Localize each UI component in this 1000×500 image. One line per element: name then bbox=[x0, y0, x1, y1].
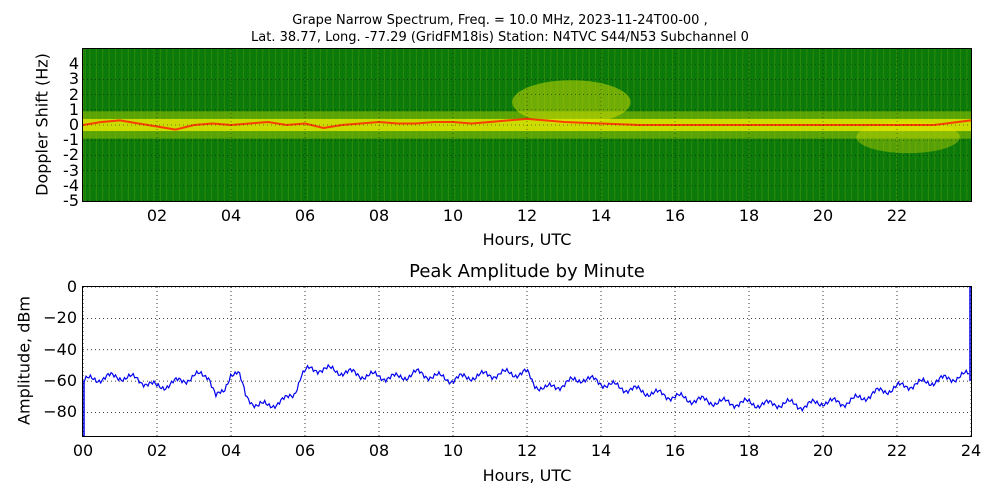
spectrogram-spread-region bbox=[512, 80, 631, 125]
spectrogram-svg bbox=[83, 49, 971, 201]
amplitude-x-tick-label: 02 bbox=[146, 441, 168, 460]
amplitude-series-line bbox=[83, 363, 970, 413]
amplitude-y-tick-label: −60 bbox=[43, 371, 77, 391]
amplitude-x-tick-label: 08 bbox=[368, 441, 390, 460]
spectrogram-x-tick-label: 06 bbox=[294, 206, 316, 225]
spectrogram-y-tick-label: 1 bbox=[68, 99, 79, 119]
spectrogram-x-tick-label: 22 bbox=[886, 206, 908, 225]
amplitude-x-tick-label: 12 bbox=[516, 441, 538, 460]
amplitude-y-tick-label: −20 bbox=[43, 308, 77, 328]
spectrogram-y-tick-label: -5 bbox=[63, 191, 79, 210]
spectrogram-y-tick-label: 2 bbox=[68, 84, 79, 104]
spectrogram-x-tick-label: 14 bbox=[590, 206, 612, 225]
spectrogram-x-tick-label: 10 bbox=[442, 206, 464, 225]
spectrogram-x-tick-label: 20 bbox=[812, 206, 834, 225]
amplitude-svg bbox=[83, 287, 971, 436]
spectrogram-y-tick-label: -2 bbox=[63, 145, 79, 165]
figure-title-line-2: Lat. 38.77, Long. -77.29 (GridFM18is) St… bbox=[251, 30, 749, 45]
amplitude-y-tick-label: −40 bbox=[43, 339, 77, 359]
amplitude-title: Peak Amplitude by Minute bbox=[409, 261, 645, 282]
amplitude-x-tick-label: 22 bbox=[886, 441, 908, 460]
spectrogram-y-tick-label: 3 bbox=[68, 69, 79, 89]
spectrogram-peak-trace bbox=[83, 117, 971, 131]
amplitude-x-tick-label: 16 bbox=[664, 441, 686, 460]
amplitude-x-tick-label: 10 bbox=[442, 441, 464, 460]
amplitude-x-tick-label: 24 bbox=[960, 441, 982, 460]
spectrogram-x-tick-label: 12 bbox=[516, 206, 538, 225]
spectrogram-xlabel: Hours, UTC bbox=[482, 230, 572, 249]
spectrogram-x-tick-label: 02 bbox=[146, 206, 168, 225]
spectrogram-x-tick-label: 04 bbox=[220, 206, 242, 225]
spectrogram-spread-region bbox=[856, 121, 960, 154]
spectrogram-x-tick-label: 16 bbox=[664, 206, 686, 225]
spectrogram-y-tick-label: -1 bbox=[63, 130, 79, 150]
amplitude-x-tick-label: 04 bbox=[220, 441, 242, 460]
spectrogram-y-tick-label: -3 bbox=[63, 160, 79, 180]
spectrogram-x-tick-label: 18 bbox=[738, 206, 760, 225]
amplitude-x-tick-label: 00 bbox=[72, 441, 94, 460]
amplitude-y-tick-label: 0 bbox=[66, 277, 77, 296]
spectrogram-y-tick-label: 4 bbox=[68, 54, 79, 74]
amplitude-x-tick-label: 14 bbox=[590, 441, 612, 460]
spectrogram-plot bbox=[82, 48, 972, 202]
figure-title-line-1: Grape Narrow Spectrum, Freq. = 10.0 MHz,… bbox=[292, 13, 708, 28]
amplitude-x-tick-label: 20 bbox=[812, 441, 834, 460]
spectrogram-x-tick-label: 08 bbox=[368, 206, 390, 225]
amplitude-x-tick-label: 18 bbox=[738, 441, 760, 460]
spectrogram-y-tick-label: -4 bbox=[63, 175, 79, 195]
spectrogram-y-tick-label: 0 bbox=[68, 115, 79, 134]
amplitude-y-tick-label: −80 bbox=[43, 402, 77, 422]
amplitude-x-tick-label: 06 bbox=[294, 441, 316, 460]
amplitude-plot bbox=[82, 286, 972, 437]
amplitude-xlabel: Hours, UTC bbox=[482, 466, 572, 485]
